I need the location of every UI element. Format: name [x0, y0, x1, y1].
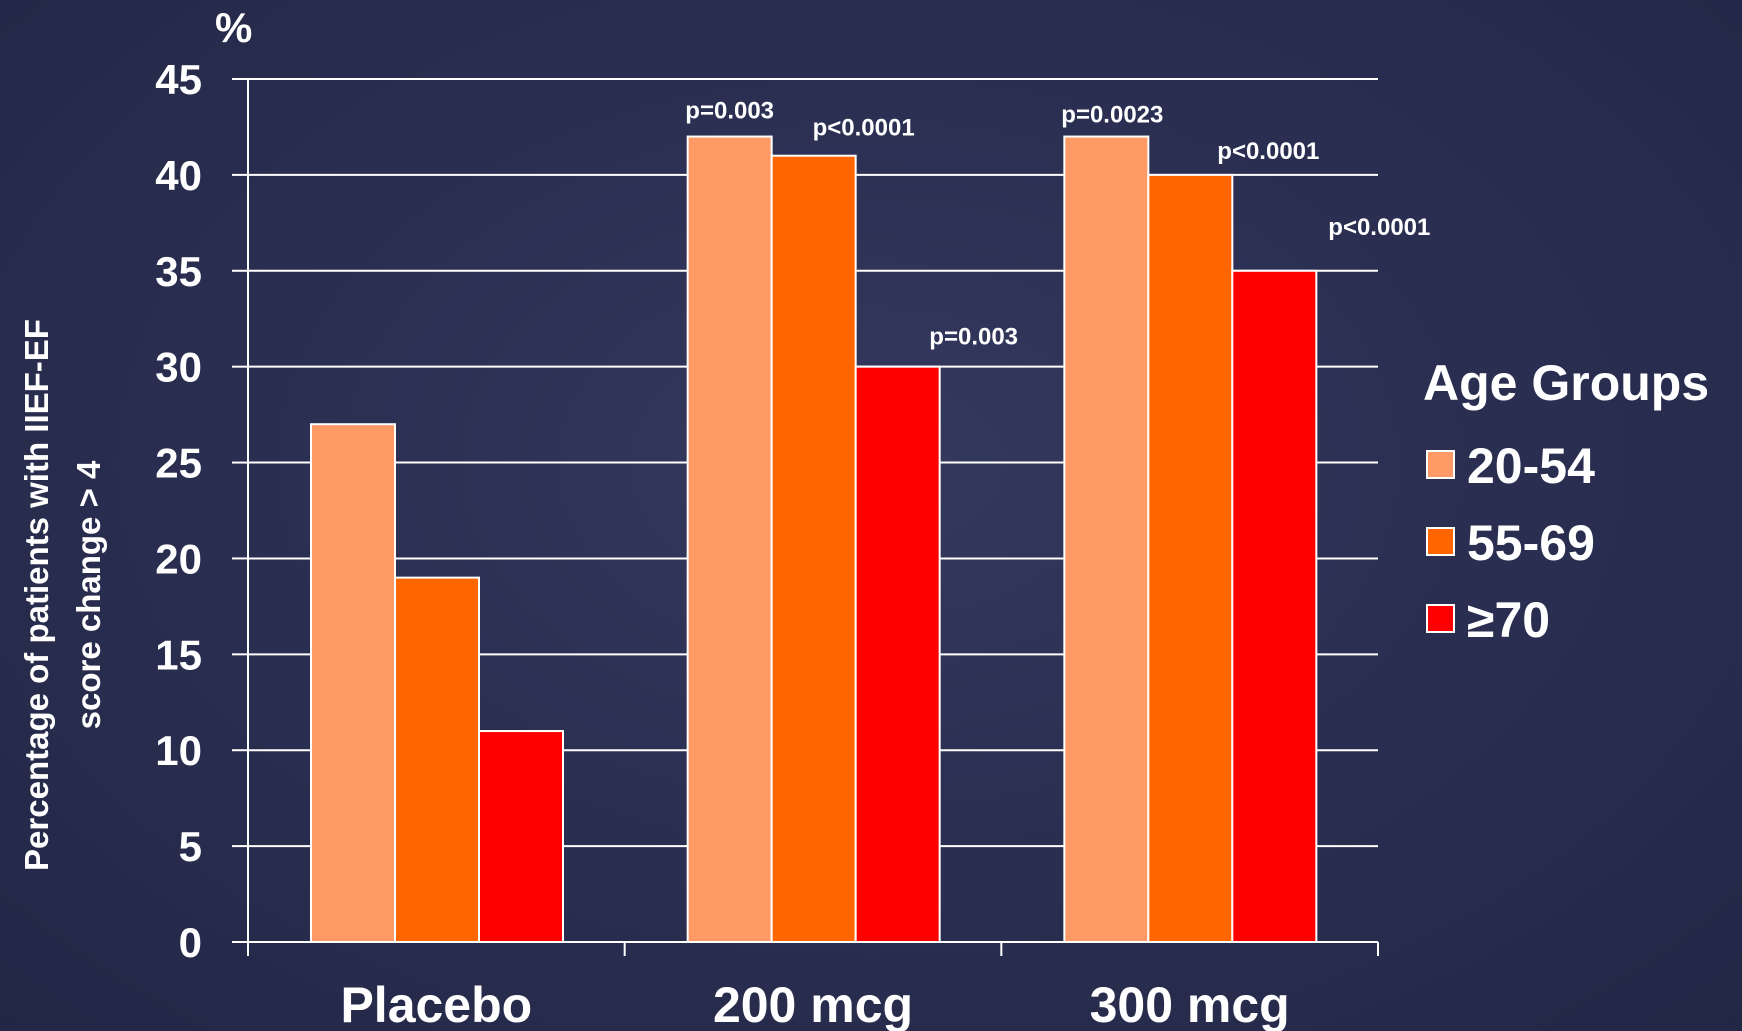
bar-200-mcg-series-1 [770, 154, 857, 943]
y-axis-unit: % [215, 4, 252, 51]
legend-label: 55-69 [1467, 515, 1595, 571]
x-category-label: Placebo [340, 977, 532, 1031]
y-tick-label: 15 [155, 631, 202, 678]
legend-swatch [1426, 527, 1455, 556]
legend-label: ≥70 [1467, 592, 1550, 648]
p-value-label: p<0.0001 [1328, 214, 1430, 241]
p-value-annotations: p=0.003 p<0.0001 p=0.003 p=0.0023 p<0.0001 p<… [685, 98, 1430, 351]
p-value-label: p<0.0001 [813, 115, 915, 142]
y-tick-label: 45 [155, 56, 202, 103]
bar-placebo-series-0 [310, 423, 396, 943]
y-axis-title: Percentage of patients with IIEF-EF scor… [18, 319, 107, 871]
bar-200-mcg-series-0 [686, 135, 773, 944]
y-tick-label: 30 [155, 344, 202, 391]
y-axis-ticks: 0 5 10 15 20 25 30 35 40 45 [155, 56, 248, 966]
x-category-label: 300 mcg [1090, 977, 1290, 1031]
y-axis-title-line-2: score change > 4 [70, 460, 107, 729]
bars [310, 135, 1318, 944]
y-tick-label: 10 [155, 727, 202, 774]
y-axis-title-line-1: Percentage of patients with IIEF-EF [18, 319, 55, 871]
p-value-label: p<0.0001 [1217, 138, 1319, 165]
bar-300-mcg-series-1 [1147, 173, 1234, 943]
p-value-label: p=0.003 [685, 98, 774, 125]
x-axis-categories: Placebo 200 mcg 300 mcg [340, 977, 1289, 1031]
legend-swatch [1426, 450, 1455, 479]
y-tick-label: 0 [179, 919, 202, 966]
y-tick-label: 40 [155, 152, 202, 199]
bar-200-mcg-series-2 [854, 365, 941, 943]
legend-title: Age Groups [1423, 355, 1709, 411]
p-value-label: p=0.0023 [1061, 102, 1163, 129]
bar-300-mcg-series-0 [1063, 135, 1150, 944]
bar-300-mcg-series-2 [1231, 269, 1318, 943]
y-tick-label: 25 [155, 440, 202, 487]
bar-placebo-series-2 [478, 730, 564, 943]
bar-placebo-series-1 [394, 576, 480, 943]
legend-swatch [1426, 604, 1455, 633]
y-tick-label: 5 [179, 823, 202, 870]
axes [247, 79, 1379, 956]
y-tick-label: 20 [155, 535, 202, 582]
legend-label: 20-54 [1467, 438, 1595, 494]
y-tick-label: 35 [155, 248, 202, 295]
p-value-label: p=0.003 [929, 324, 1018, 351]
x-category-label: 200 mcg [713, 977, 913, 1031]
legend: Age Groups 20-54 55-69 ≥70 [1423, 355, 1709, 648]
